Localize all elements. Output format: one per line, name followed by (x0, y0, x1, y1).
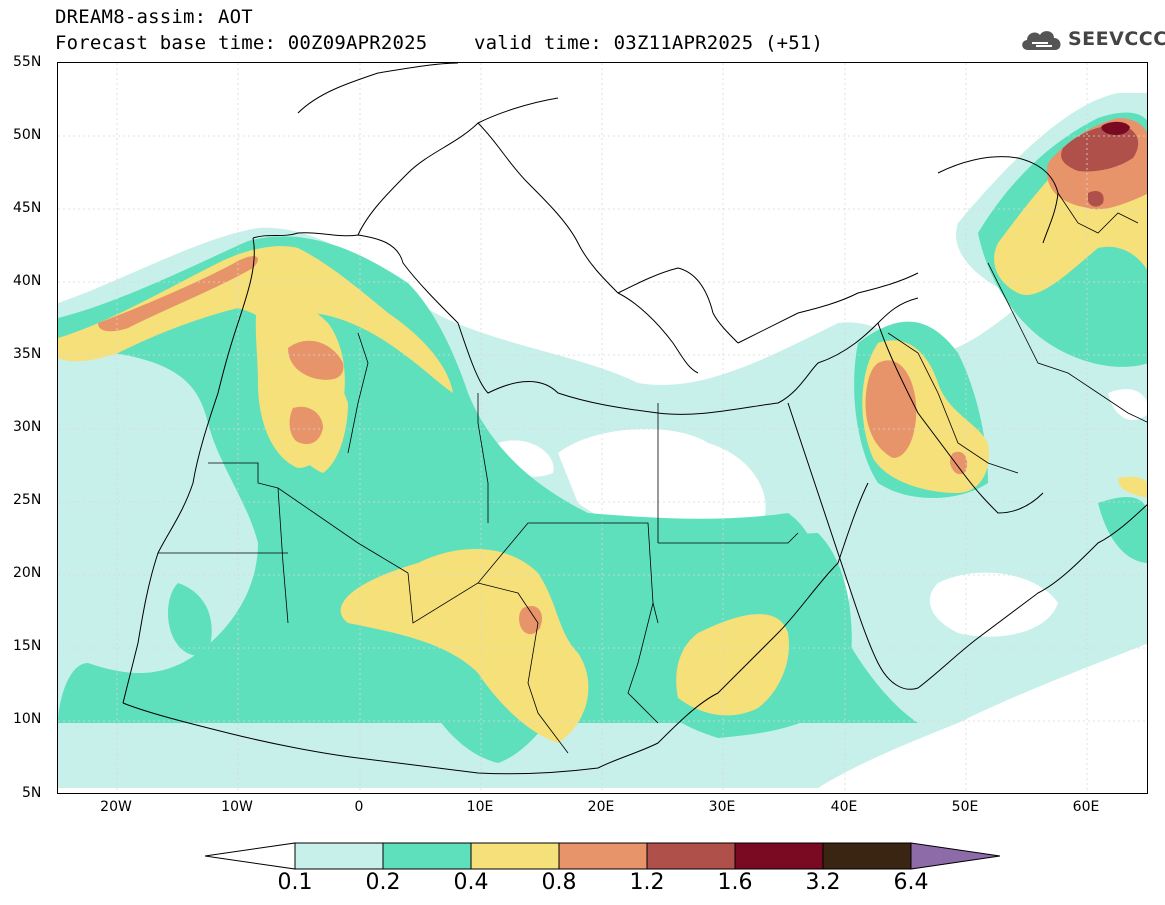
lat-label: 30N (13, 419, 42, 435)
lat-label: 5N (22, 785, 42, 801)
lat-label: 15N (13, 638, 42, 654)
lat-label: 50N (13, 127, 42, 143)
lon-label: 30E (708, 799, 736, 815)
clear-sky-patches (498, 389, 1147, 637)
lon-label: 20E (587, 799, 615, 815)
lon-label: 60E (1072, 799, 1100, 815)
lat-label: 20N (13, 565, 42, 581)
lon-label: 40E (830, 799, 858, 815)
aot-layer-1-6 (1101, 121, 1130, 135)
colorbar (205, 842, 1000, 870)
aot-layer-1-2 (1061, 124, 1139, 207)
graticule (58, 63, 1147, 793)
country-borders (158, 192, 1147, 754)
colorbar-label: 6.4 (893, 870, 929, 895)
colorbar-label: 0.8 (541, 870, 577, 895)
lon-label: 20W (100, 799, 132, 815)
colorbar-segment (558, 842, 648, 870)
logo-text: SEEVCCC (1068, 28, 1165, 50)
lon-label: 50E (951, 799, 979, 815)
lat-label: 10N (13, 711, 42, 727)
colorbar-label: 1.2 (629, 870, 665, 895)
title-line-1: DREAM8-assim: AOT (55, 6, 253, 28)
colorbar-label: 1.6 (717, 870, 753, 895)
colorbar-segment (470, 842, 560, 870)
lon-label: 10W (221, 799, 253, 815)
title-line-2: Forecast base time: 00Z09APR2025 valid t… (55, 32, 824, 54)
colorbar-segment-under (205, 842, 296, 870)
lon-label: 10E (466, 799, 494, 815)
aot-map (58, 63, 1147, 793)
cloud-icon (1022, 31, 1061, 50)
map-frame (57, 62, 1148, 794)
colorbar-label: 0.1 (277, 870, 313, 895)
colorbar-segment-over (910, 842, 1000, 870)
colorbar-label: 0.4 (453, 870, 489, 895)
colorbar-segment (646, 842, 736, 870)
lat-label: 45N (13, 200, 42, 216)
colorbar-label: 0.2 (365, 870, 401, 895)
colorbar-segment (294, 842, 384, 870)
colorbar-segment (734, 842, 824, 870)
lat-label: 35N (13, 346, 42, 362)
lat-label: 25N (13, 492, 42, 508)
colorbar-label: 3.2 (805, 870, 841, 895)
lat-label: 55N (13, 54, 42, 70)
lat-label: 40N (13, 273, 42, 289)
colorbar-segment (822, 842, 912, 870)
colorbar-segment (382, 842, 472, 870)
seevccc-logo: SEEVCCC (1018, 20, 1165, 60)
coastlines (122, 63, 1147, 775)
lon-label: 0 (354, 799, 364, 815)
